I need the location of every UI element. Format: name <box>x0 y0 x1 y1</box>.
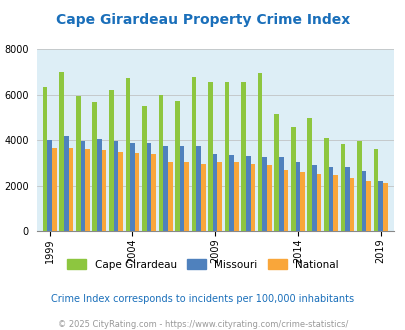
Bar <box>217 162 222 231</box>
Bar <box>316 174 321 231</box>
Bar <box>102 150 106 231</box>
Bar <box>76 96 80 231</box>
Bar <box>278 157 283 231</box>
Bar <box>43 87 47 231</box>
Bar <box>328 167 333 231</box>
Bar <box>208 82 212 231</box>
Bar <box>191 77 196 231</box>
Bar <box>184 162 189 231</box>
Bar <box>349 178 354 231</box>
Bar <box>283 170 288 231</box>
Bar <box>245 156 250 231</box>
Text: Crime Index corresponds to incidents per 100,000 inhabitants: Crime Index corresponds to incidents per… <box>51 294 354 304</box>
Bar <box>118 151 123 231</box>
Bar <box>307 117 311 231</box>
Bar <box>340 144 344 231</box>
Bar <box>52 148 57 231</box>
Bar <box>167 162 172 231</box>
Bar <box>85 149 90 231</box>
Bar <box>92 102 97 231</box>
Bar <box>377 181 382 231</box>
Bar <box>290 127 295 231</box>
Bar <box>175 101 179 231</box>
Bar <box>151 154 156 231</box>
Bar <box>47 140 52 231</box>
Bar <box>299 172 304 231</box>
Bar <box>311 165 316 231</box>
Bar <box>142 106 146 231</box>
Bar <box>146 143 151 231</box>
Bar <box>80 141 85 231</box>
Bar <box>125 78 130 231</box>
Bar <box>64 136 68 231</box>
Bar <box>257 73 262 231</box>
Bar <box>266 165 271 231</box>
Bar <box>109 90 113 231</box>
Bar <box>344 167 349 231</box>
Bar <box>212 154 217 231</box>
Bar <box>365 181 370 231</box>
Legend: Cape Girardeau, Missouri, National: Cape Girardeau, Missouri, National <box>67 259 338 270</box>
Bar <box>356 141 361 231</box>
Bar <box>196 146 200 231</box>
Bar <box>233 162 238 231</box>
Bar <box>361 171 365 231</box>
Bar <box>130 143 134 231</box>
Bar <box>158 95 163 231</box>
Bar <box>224 82 229 231</box>
Text: © 2025 CityRating.com - https://www.cityrating.com/crime-statistics/: © 2025 CityRating.com - https://www.city… <box>58 320 347 329</box>
Bar <box>262 157 266 231</box>
Bar <box>200 164 205 231</box>
Bar <box>113 141 118 231</box>
Bar <box>163 146 167 231</box>
Bar <box>373 149 377 231</box>
Bar <box>274 114 278 231</box>
Bar <box>333 176 337 231</box>
Bar <box>59 72 64 231</box>
Bar <box>250 164 255 231</box>
Bar <box>97 139 102 231</box>
Bar <box>295 162 299 231</box>
Bar <box>323 138 328 231</box>
Bar <box>382 183 387 231</box>
Bar <box>241 82 245 231</box>
Bar <box>68 148 73 231</box>
Text: Cape Girardeau Property Crime Index: Cape Girardeau Property Crime Index <box>56 13 349 27</box>
Bar <box>179 146 184 231</box>
Bar <box>229 155 233 231</box>
Bar <box>134 153 139 231</box>
